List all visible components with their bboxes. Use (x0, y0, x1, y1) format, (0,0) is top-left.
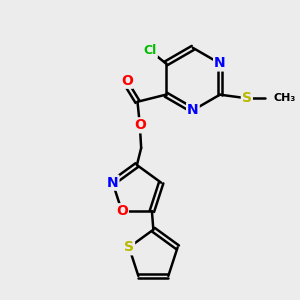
Text: CH₃: CH₃ (273, 92, 296, 103)
Text: O: O (134, 118, 146, 132)
Text: O: O (121, 74, 133, 88)
Text: S: S (242, 91, 252, 104)
Text: N: N (214, 56, 226, 70)
Text: N: N (187, 103, 199, 117)
Text: S: S (124, 240, 134, 254)
Text: N: N (107, 176, 118, 190)
Text: O: O (116, 204, 128, 218)
Text: Cl: Cl (144, 44, 157, 57)
